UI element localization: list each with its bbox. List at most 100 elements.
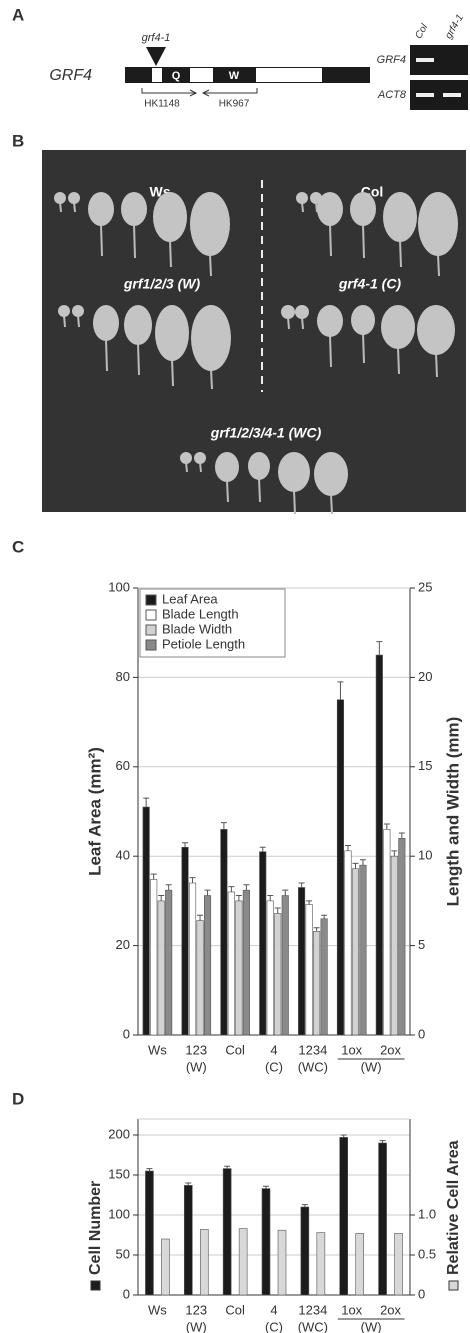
bar (298, 887, 306, 1036)
error-bar (158, 895, 165, 901)
error-bar (243, 884, 250, 891)
error-bar (398, 832, 405, 839)
error-bar (376, 641, 383, 656)
petiole (437, 253, 440, 277)
bar (142, 806, 150, 1036)
y2-tick-label: 0 (418, 1286, 425, 1301)
panel-label: B (12, 131, 24, 150)
x-tick-note: (C) (265, 1059, 283, 1074)
error-bar (391, 850, 398, 857)
intron (190, 68, 213, 82)
primer-label: HK967 (219, 99, 250, 110)
lane-label: grf4-1 (443, 13, 466, 41)
gel-band (416, 93, 434, 97)
bar (281, 895, 289, 1036)
y2-tick-label: 5 (418, 937, 425, 952)
leaf (314, 452, 348, 496)
bar (261, 1188, 271, 1296)
leaf (248, 452, 270, 480)
bar (235, 900, 243, 1036)
bar (313, 930, 321, 1036)
domain-label: W (229, 70, 240, 82)
leaf (418, 192, 458, 256)
petiole (435, 352, 438, 378)
bar (277, 1229, 287, 1296)
bar (266, 900, 274, 1036)
bar (355, 1233, 365, 1296)
petiole (133, 223, 136, 259)
genotype-label: grf1/2/3 (W) (123, 276, 201, 292)
bar (378, 1142, 387, 1296)
primer-arrow (141, 88, 198, 97)
petiole (63, 314, 66, 328)
x-tick-label: 123 (185, 1302, 207, 1317)
error-bar (204, 889, 211, 896)
bar (199, 1229, 209, 1296)
lane-label: Col (413, 22, 430, 41)
petiole (105, 338, 108, 372)
petiole (209, 253, 212, 277)
bar (351, 868, 360, 1036)
petiole (169, 239, 172, 268)
panel-label: C (12, 537, 24, 556)
leaf (383, 192, 417, 242)
error-bar (321, 914, 328, 919)
x-tick-label: 123 (185, 1042, 207, 1057)
petiole (362, 223, 365, 259)
bar (188, 882, 197, 1036)
y2-tick-label: 10 (418, 848, 432, 863)
bar (165, 889, 173, 1036)
petiole (137, 342, 140, 376)
x-tick-label: 1ox (341, 1042, 362, 1057)
bar (274, 913, 282, 1036)
leaf (317, 192, 343, 226)
error-bar (352, 862, 359, 869)
y2-tick-label: 15 (418, 758, 432, 773)
y-tick-label: 0 (123, 1286, 130, 1301)
x-tick-label: Col (225, 1042, 245, 1057)
primer-arrow (201, 88, 258, 97)
y-tick-label: 40 (116, 848, 130, 863)
leaf (72, 305, 84, 317)
x-tick-label: 4 (270, 1302, 277, 1317)
bar (320, 918, 328, 1036)
leaf (68, 192, 80, 204)
error-bar (298, 882, 305, 888)
bar (375, 654, 383, 1036)
legend-swatch (145, 624, 157, 636)
legend-label: Petiole Length (162, 636, 245, 651)
error-bar (182, 842, 189, 848)
petiole (293, 489, 296, 515)
leaf (121, 192, 147, 226)
error-bar (197, 914, 204, 921)
leaf (281, 305, 295, 319)
x-tick-label: Ws (148, 1302, 167, 1317)
y2-tick-label: 25 (418, 579, 432, 594)
panel-label: D (12, 1089, 24, 1108)
x-tick-label: 1234 (298, 1302, 327, 1317)
genotype-label: grf1/2/3/4-1 (WC) (210, 425, 322, 441)
legend-swatch (145, 639, 157, 651)
bar (300, 1206, 310, 1296)
error-bar (313, 927, 320, 932)
y2-tick-label: 0 (418, 1026, 425, 1041)
y-tick-label: 80 (116, 669, 130, 684)
gene-name: GRF4 (49, 67, 92, 84)
y2-tick-label: 1.0 (418, 1206, 436, 1221)
bar (157, 900, 165, 1036)
leaf (417, 305, 455, 355)
genotype-label: grf4-1 (C) (338, 276, 402, 292)
y-tick-label: 50 (116, 1246, 130, 1261)
error-bar (220, 822, 227, 830)
error-bar (263, 1185, 269, 1189)
gene-diagram: GRF4 Q W grf4-1 HK1148 HK967 (49, 32, 370, 110)
error-bar (150, 873, 157, 880)
bar (150, 879, 158, 1036)
utr (256, 68, 322, 82)
petiole (397, 346, 400, 375)
x-tick-label: 1234 (298, 1042, 327, 1057)
legend-label: Leaf Area (162, 591, 218, 606)
axis-series-label: Cell Number (87, 1181, 104, 1275)
error-bar (189, 877, 196, 884)
bar (344, 850, 352, 1036)
